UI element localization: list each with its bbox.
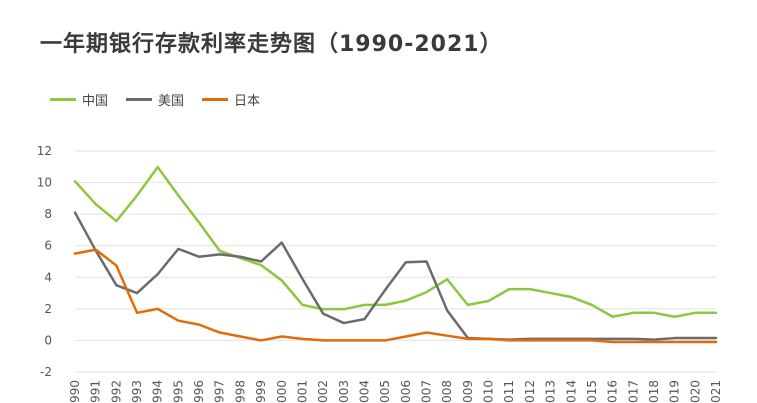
x-tick-label: 2018 bbox=[647, 380, 661, 403]
legend-swatch bbox=[202, 98, 229, 101]
x-tick-label: 2013 bbox=[544, 380, 558, 403]
series-line-2 bbox=[73, 211, 718, 341]
x-tick-label: 1999 bbox=[254, 380, 268, 403]
x-tick-label: 2005 bbox=[378, 380, 392, 403]
x-tick-label: 1998 bbox=[233, 380, 247, 403]
legend-item: 日本 bbox=[202, 90, 260, 109]
x-tick-label: 2010 bbox=[482, 380, 496, 403]
x-tick-label: 2015 bbox=[585, 380, 599, 403]
y-tick-label: 6 bbox=[44, 239, 52, 253]
x-tick-label: 2003 bbox=[337, 380, 351, 403]
legend: 中国 美国 日本 bbox=[50, 90, 260, 109]
x-tick-label: 2007 bbox=[420, 380, 434, 403]
x-tick-label: 2011 bbox=[502, 380, 516, 403]
x-tick-label: 1992 bbox=[109, 380, 123, 403]
x-tick-label: 2014 bbox=[564, 380, 578, 403]
x-tick-label: 2012 bbox=[523, 380, 537, 403]
legend-item: 美国 bbox=[126, 90, 184, 109]
x-tick-label: 2008 bbox=[440, 380, 454, 403]
x-tick-label: 2002 bbox=[316, 380, 330, 403]
series-line-3 bbox=[73, 248, 718, 344]
legend-item: 中国 bbox=[50, 90, 108, 109]
x-tick-label: 2021 bbox=[709, 380, 723, 403]
x-tick-label: 2000 bbox=[275, 380, 289, 403]
legend-label: 中国 bbox=[82, 94, 109, 109]
x-tick-label: 2006 bbox=[399, 380, 413, 403]
y-tick-label: -2 bbox=[40, 365, 52, 379]
y-tick-label: 4 bbox=[44, 270, 52, 284]
x-tick-label: 2020 bbox=[688, 380, 702, 403]
x-tick-label: 2001 bbox=[295, 380, 309, 403]
y-tick-label: 2 bbox=[44, 302, 52, 316]
x-tick-label: 1997 bbox=[213, 380, 227, 403]
x-tick-label: 1993 bbox=[130, 380, 144, 403]
x-tick-label: 1991 bbox=[89, 380, 103, 403]
x-tick-label: 2017 bbox=[626, 380, 640, 403]
legend-swatch bbox=[50, 98, 76, 101]
x-tick-label: 2016 bbox=[606, 380, 620, 403]
x-tick-label: 2004 bbox=[357, 380, 371, 403]
legend-swatch bbox=[126, 98, 153, 101]
y-tick-label: 10 bbox=[37, 176, 52, 190]
legend-label: 美国 bbox=[158, 94, 185, 109]
y-tick-label: 12 bbox=[37, 144, 52, 158]
x-tick-label: 1995 bbox=[171, 380, 185, 403]
series-line-1 bbox=[73, 165, 718, 318]
x-tick-label: 1994 bbox=[151, 380, 165, 403]
x-tick-label: 2009 bbox=[461, 380, 475, 403]
y-tick-label: 0 bbox=[44, 333, 52, 347]
x-tick-label: 1996 bbox=[192, 380, 206, 403]
y-tick-label: 8 bbox=[44, 207, 52, 221]
chart-title: 一年期银行存款利率走势图（1990-2021） bbox=[40, 32, 503, 57]
x-tick-label: 2019 bbox=[668, 380, 682, 403]
x-tick-label: 1990 bbox=[68, 380, 82, 403]
legend-label: 日本 bbox=[234, 94, 261, 109]
